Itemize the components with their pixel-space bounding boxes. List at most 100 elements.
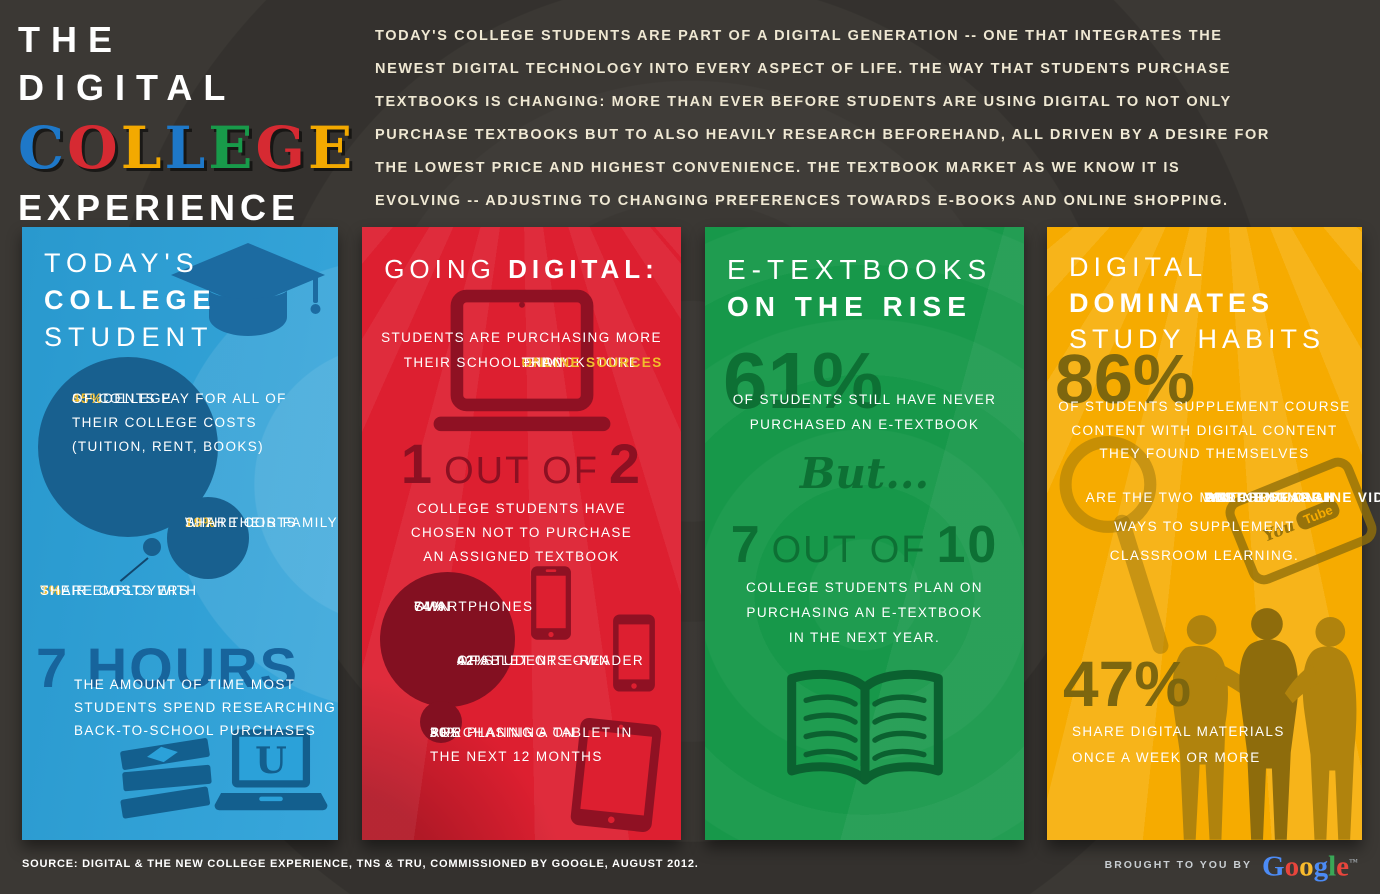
stat-line: OF STUDENTS SUPPLEMENT COURSE [1058, 399, 1351, 414]
stat-line: THE AMOUNT OF TIME MOST [74, 677, 296, 692]
ratio-7-out-of-10: 7 OUT OF 10 [705, 515, 1024, 575]
laptop-university-icon: U [212, 727, 330, 819]
google-letter: o [1284, 850, 1300, 883]
stat-30-percent: 30% ARE PLANNING ON PURCHASING A TABLET … [430, 721, 633, 769]
brought-to-you-by: BROUGHT TO YOU BY Google™ [1105, 848, 1358, 882]
college-letter: O [67, 114, 121, 182]
smartphone-icon [612, 613, 656, 693]
but-script-text: But... [799, 449, 930, 498]
title-college-word: COLLEGE [18, 112, 352, 184]
books-stack-icon [114, 735, 218, 823]
stat-line: STUDENTS SPEND RESEARCHING [74, 700, 337, 715]
title-line-3: EXPERIENCE [18, 187, 301, 228]
stat-line: COLLEGE STUDENTS PLAN ON [746, 580, 983, 595]
intro-line: PURCHASE TEXTBOOKS BUT TO ALSO HEAVILY R… [375, 127, 1270, 143]
stat-line: STUDENTS PAY FOR ALL OF [72, 391, 287, 406]
stat-percent: 42% [457, 653, 489, 668]
stat-19-percent: 19% SHARE COSTS WITH THEIR FAMILY [185, 511, 338, 535]
stat-line: COLLEGE STUDENTS HAVE [416, 501, 627, 516]
stat-text: OWN [414, 599, 452, 614]
google-letter: e [1336, 850, 1349, 883]
stat-line: THEIR EMPLOYERS [40, 583, 190, 598]
red-intro: STUDENTS ARE PURCHASING MORE FROM ONLINE… [362, 325, 681, 375]
graduation-cap-icon [162, 239, 334, 343]
google-letter: l [1328, 850, 1337, 883]
stat-text: PERFORMING AN [1204, 490, 1336, 505]
stat-percent: 3% [40, 583, 63, 598]
stat-line: ARE THE TWO MOST POPULAR [1085, 490, 1324, 505]
heading-line: DIGITAL [1069, 252, 1208, 282]
stat-61-caption: OF STUDENTS STILL HAVE NEVER PURCHASED A… [705, 387, 1024, 437]
google-letter: g [1313, 850, 1329, 883]
svg-text:U: U [255, 739, 287, 782]
intro-line: EVOLVING -- ADJUSTING TO CHANGING PREFER… [375, 193, 1229, 209]
stat-line: PURCHASING A TABLET IN [430, 725, 633, 740]
stat-line: PURCHASING AN E-TEXTBOOK [746, 605, 983, 620]
panel-todays-college-student: TODAY'S COLLEGE STUDENT 45% OF COLLEGE S… [22, 227, 338, 840]
laptop-silhouette-icon [420, 289, 624, 447]
stat-percent: 45% [72, 391, 104, 406]
stat-74-percent: 74% OWN SMARTPHONES [414, 595, 533, 619]
heading-line: STUDENT [44, 322, 214, 352]
stat-text: OF STUDENTS OWN [457, 653, 610, 668]
stat-line: A TABLET OR E-READER [457, 653, 645, 668]
title-line-1: THE DIGITAL [18, 19, 237, 108]
bubble-74-percent [380, 572, 515, 707]
heading-text: GOING [384, 254, 509, 284]
ratio-7-of-10-caption: COLLEGE STUDENTS PLAN ON PURCHASING AN E… [705, 575, 1024, 650]
stat-47-percent: 47% [1063, 648, 1192, 720]
smartphone-icon [530, 565, 572, 641]
intro-line: THE LOWEST PRICE AND HIGHEST CONVENIENCE… [375, 160, 1181, 176]
stat-line: WAYS TO SUPPLEMENT [1114, 519, 1295, 534]
stat-line: THEY FOUND THEMSELVES [1099, 446, 1310, 461]
panel-etextbooks-on-the-rise: E-TEXTBOOKS ON THE RISE 61% OF STUDENTS … [705, 227, 1024, 840]
heading-line: COLLEGE [44, 285, 217, 315]
ratio-connector: OUT OF [771, 529, 927, 571]
google-letter: o [1299, 850, 1314, 883]
ratio-number: 7 [730, 516, 762, 574]
stat-percent: 74% [414, 599, 446, 614]
stat-line: OF STUDENTS STILL HAVE NEVER [732, 392, 997, 407]
intro-line: NEWEST DIGITAL TECHNOLOGY INTO EVERY ASP… [375, 61, 1231, 77]
google-letter: G [1262, 850, 1285, 883]
ratio-1-of-2-caption: COLLEGE STUDENTS HAVE CHOSEN NOT TO PURC… [362, 497, 681, 569]
stat-percent: 30% [430, 725, 462, 740]
ratio-number: 10 [936, 516, 999, 574]
yellow-panel-heading: DIGITAL DOMINATES STUDY HABITS [1069, 249, 1325, 357]
intro-paragraph: TODAY'S COLLEGE STUDENTS ARE PART OF A D… [375, 20, 1270, 218]
college-letter: L [120, 114, 165, 182]
stat-86-percent: 86% [1055, 340, 1196, 418]
stat-61-percent: 61% [723, 336, 884, 425]
stat-line: THEIR SCHOOL'S BOOKSTORE [403, 355, 640, 370]
stat-7-hours-caption: THE AMOUNT OF TIME MOST STUDENTS SPEND R… [74, 673, 336, 742]
stat-text: SHARE COSTS [185, 515, 298, 530]
bubble-3-percent [143, 538, 161, 556]
bubble-19-percent [167, 497, 249, 579]
stat-line: IN THE NEXT YEAR. [788, 630, 941, 645]
stat-line: WITH THEIR FAMILY [185, 515, 339, 530]
stat-emphasis: WATCHING ONLINE VIDEOS [1204, 490, 1380, 505]
panel-going-digital: GOING DIGITAL: STUDENTS ARE PURCHASING M… [362, 227, 681, 840]
ratio-number: 1 [400, 432, 435, 495]
stat-text: AND [1204, 490, 1238, 505]
college-letter: C [18, 114, 68, 182]
magnifying-glass-icon [1049, 432, 1181, 664]
college-letter: L [164, 114, 209, 182]
stat-line: (TUITION, RENT, BOOKS) [72, 439, 265, 454]
heading-text-bold: DIGITAL: [508, 254, 659, 284]
open-book-icon [779, 657, 951, 807]
stat-42-percent: 42% OF STUDENTS OWN A TABLET OR E-READER [457, 649, 682, 673]
ratio-connector: OUT OF [444, 450, 599, 492]
stat-line: STUDENTS ARE PURCHASING MORE [381, 330, 662, 345]
heading-line: STUDY HABITS [1069, 324, 1326, 354]
stat-line: SMARTPHONES [414, 599, 534, 614]
stat-percent: 19% [185, 515, 217, 530]
heading-line: E-TEXTBOOKS [727, 254, 993, 285]
stat-line: CONTENT WITH DIGITAL CONTENT [1071, 422, 1338, 438]
stat-text: ARE PLANNING ON [430, 725, 576, 740]
stat-emphasis: ONLINE SOURCES [521, 355, 663, 370]
stat-3-percent: 3% SHARE COSTS WITH THEIR EMPLOYERS [40, 579, 196, 603]
green-panel-heading: E-TEXTBOOKS ON THE RISE [727, 251, 992, 325]
brought-label: BROUGHT TO YOU BY [1104, 858, 1252, 871]
